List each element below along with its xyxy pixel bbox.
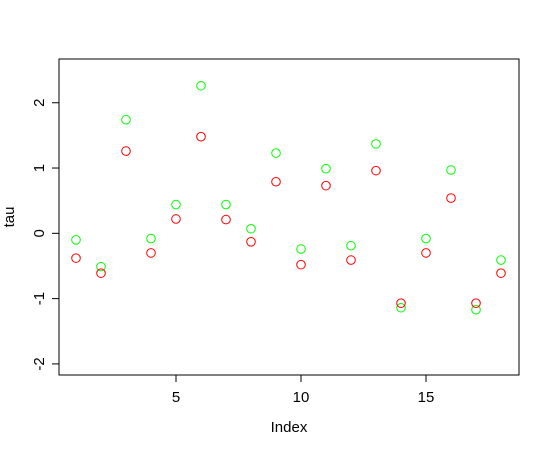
point <box>371 165 381 176</box>
point <box>446 165 456 175</box>
x-axis-label: Index <box>271 419 308 436</box>
point <box>71 253 81 263</box>
point <box>196 131 206 142</box>
point <box>496 268 506 278</box>
point <box>471 298 481 308</box>
x-tick-label: 5 <box>172 389 180 406</box>
point <box>196 80 206 91</box>
point <box>96 261 106 272</box>
point <box>296 259 306 270</box>
point <box>246 237 256 247</box>
point <box>171 199 181 210</box>
plot-box <box>58 58 520 376</box>
point <box>396 302 406 313</box>
y-tick-label: 1 <box>31 164 48 172</box>
point <box>321 180 331 191</box>
point <box>121 114 131 125</box>
point <box>471 304 481 315</box>
y-tick-label: 0 <box>31 229 48 237</box>
point <box>146 233 156 244</box>
point <box>346 255 356 265</box>
point <box>396 298 406 308</box>
point <box>271 148 281 158</box>
y-tick-label: -1 <box>31 292 48 305</box>
point <box>146 248 156 258</box>
point <box>421 233 431 244</box>
y-tick-label: -2 <box>31 357 48 370</box>
point <box>296 244 306 254</box>
x-tick-label: 10 <box>293 389 310 406</box>
point <box>321 163 331 174</box>
point <box>171 214 181 224</box>
point <box>246 223 256 234</box>
point <box>221 214 231 225</box>
point <box>71 235 81 245</box>
point <box>221 199 231 210</box>
y-tick-label: 2 <box>31 99 48 107</box>
point <box>496 255 506 265</box>
y-axis-label: tau <box>1 207 18 228</box>
point <box>96 268 106 278</box>
point <box>421 248 431 258</box>
point <box>346 240 356 251</box>
x-tick-label: 15 <box>418 389 435 406</box>
point <box>271 176 281 187</box>
point <box>446 193 456 203</box>
point <box>371 139 381 149</box>
point <box>121 146 131 156</box>
